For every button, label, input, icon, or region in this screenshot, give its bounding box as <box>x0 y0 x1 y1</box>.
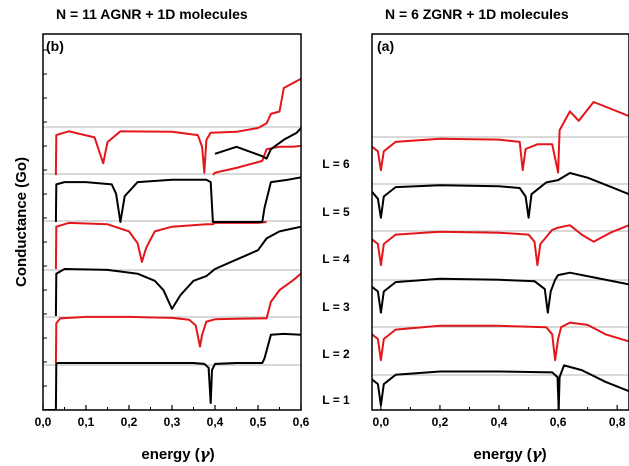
left-baselines <box>43 126 301 366</box>
right-series-L5-black <box>372 172 629 219</box>
left-series-L2-red <box>54 272 301 364</box>
level-label-L3: L = 3 <box>322 300 350 314</box>
left-series-L6-black <box>214 127 301 160</box>
right-x-tick-label: 0,2 <box>432 415 449 429</box>
right-x-tick-label: 0,8 <box>609 415 626 429</box>
left-x-tick-label: 0,2 <box>121 415 138 429</box>
right-chart-title: N = 6 ZGNR + 1D molecules <box>385 6 569 22</box>
right-x-label-end: ) <box>542 446 547 463</box>
left-x-tick-label: 0,5 <box>250 415 267 429</box>
left-x-label-end: ) <box>210 446 215 463</box>
right-series-L3-black <box>372 271 629 314</box>
left-plot-panel: 0,0 0,1 0,2 0,3 0,4 0,5 0,6 <box>35 33 310 429</box>
right-series-L6-red <box>372 101 629 174</box>
left-x-tick-label: 0,0 <box>35 415 52 429</box>
right-series-L1-black <box>372 364 629 410</box>
right-x-axis-label: energy (γ) <box>473 445 546 463</box>
right-baselines <box>372 136 629 376</box>
level-label-L6: L = 6 <box>322 157 350 171</box>
level-label-L4: L = 4 <box>322 252 350 266</box>
left-x-tick-label: 0,3 <box>164 415 181 429</box>
left-series-L1-black <box>43 332 301 410</box>
left-y-ticks <box>43 49 47 387</box>
level-labels: L = 1 L = 2 L = 3 L = 4 L = 5 L = 6 <box>322 157 350 407</box>
left-x-axis-label: energy (γ) <box>141 445 214 463</box>
right-x-tick-label: 0,0 <box>373 415 390 429</box>
level-label-L5: L = 5 <box>322 205 350 219</box>
left-series-L6-red <box>212 144 301 176</box>
level-label-L2: L = 2 <box>322 347 350 361</box>
left-series-L3-black <box>54 225 301 317</box>
right-x-label-main: energy ( <box>473 446 531 463</box>
left-series-L5-black <box>54 176 301 223</box>
left-x-ticks: 0,0 0,1 0,2 0,3 0,4 0,5 0,6 <box>35 405 310 429</box>
left-x-tick-label: 0,1 <box>78 415 95 429</box>
y-axis-label: Conductance (Go) <box>13 157 30 287</box>
left-x-label-main: energy ( <box>141 446 199 463</box>
right-frame <box>371 33 629 411</box>
left-panel-letter: (b) <box>46 38 64 54</box>
left-series-L4-red <box>54 221 267 270</box>
right-series-L2-red <box>372 321 629 362</box>
right-x-ticks: 0,0 0,2 0,4 0,6 0,8 <box>373 405 626 429</box>
left-series-L6-red <box>54 77 301 176</box>
right-x-label-gamma: γ <box>532 445 543 463</box>
right-plot-panel: 0,0 0,2 0,4 0,6 0,8 <box>371 33 629 429</box>
right-x-tick-label: 0,6 <box>550 415 567 429</box>
right-panel-letter: (a) <box>377 38 394 54</box>
left-chart-title: N = 11 AGNR + 1D molecules <box>56 6 248 22</box>
left-x-tick-label: 0,6 <box>293 415 310 429</box>
level-label-L1: L = 1 <box>322 393 350 407</box>
left-x-label-gamma: γ <box>200 445 211 463</box>
left-x-tick-label: 0,4 <box>207 415 224 429</box>
right-series-L4-red <box>372 224 629 267</box>
right-x-tick-label: 0,4 <box>491 415 508 429</box>
